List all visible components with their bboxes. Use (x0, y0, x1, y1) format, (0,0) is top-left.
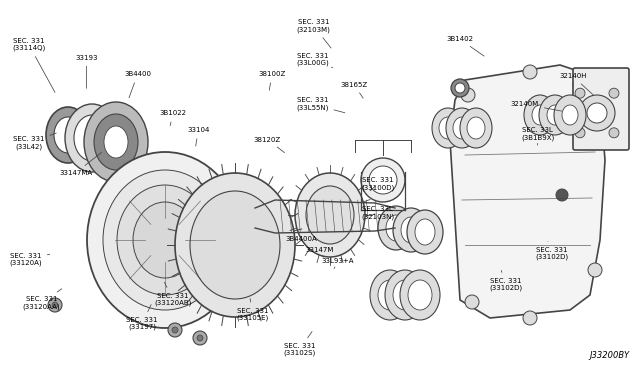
Ellipse shape (117, 185, 213, 295)
Text: 33147M: 33147M (306, 247, 334, 257)
Text: J33200BY: J33200BY (590, 351, 630, 360)
Text: SEC. 331
(33114Q): SEC. 331 (33114Q) (12, 38, 55, 92)
Text: 32140H: 32140H (559, 73, 593, 95)
Text: 3B4400A: 3B4400A (285, 236, 317, 250)
Text: SEC. 331
(33L00G): SEC. 331 (33L00G) (296, 53, 333, 68)
Ellipse shape (400, 270, 440, 320)
Ellipse shape (295, 173, 365, 257)
Text: SEC. 331
(33197): SEC. 331 (33197) (126, 305, 158, 330)
Ellipse shape (401, 217, 421, 243)
Text: SEC. 331
(33120AA): SEC. 331 (33120AA) (23, 289, 61, 310)
Ellipse shape (87, 152, 243, 328)
Ellipse shape (94, 114, 138, 170)
Circle shape (575, 88, 585, 98)
Circle shape (588, 263, 602, 277)
Ellipse shape (84, 102, 148, 182)
Ellipse shape (175, 173, 295, 317)
Ellipse shape (532, 105, 548, 125)
Ellipse shape (190, 191, 280, 299)
Ellipse shape (393, 280, 417, 310)
Text: SEC. 33L
(3B1B9X): SEC. 33L (3B1B9X) (521, 127, 554, 145)
Ellipse shape (439, 117, 457, 139)
Text: 3B4400: 3B4400 (124, 71, 151, 98)
Ellipse shape (562, 105, 578, 125)
Text: 33104: 33104 (188, 127, 209, 146)
Text: SEC. 331
(33100D): SEC. 331 (33100D) (361, 177, 394, 191)
FancyBboxPatch shape (573, 68, 629, 150)
Text: 38100Z: 38100Z (259, 71, 285, 90)
Circle shape (579, 95, 615, 131)
Circle shape (52, 302, 58, 308)
Ellipse shape (446, 108, 478, 148)
Circle shape (587, 103, 607, 123)
Ellipse shape (103, 170, 227, 310)
Ellipse shape (386, 215, 406, 241)
Circle shape (523, 65, 537, 79)
Text: SEC. 331
(33102D): SEC. 331 (33102D) (489, 270, 522, 291)
Text: 33147MA: 33147MA (59, 153, 102, 176)
Ellipse shape (133, 202, 197, 278)
Circle shape (455, 83, 465, 93)
Text: 33193: 33193 (75, 55, 98, 89)
Circle shape (556, 189, 568, 201)
Circle shape (465, 295, 479, 309)
Ellipse shape (547, 105, 563, 125)
Ellipse shape (104, 126, 128, 158)
Text: SEC. 331
(33L55N): SEC. 331 (33L55N) (296, 97, 345, 113)
Circle shape (609, 128, 619, 138)
Ellipse shape (74, 115, 110, 161)
Ellipse shape (539, 95, 571, 135)
Ellipse shape (432, 108, 464, 148)
Ellipse shape (306, 186, 354, 244)
Text: SEC. 331
(33L42): SEC. 331 (33L42) (13, 133, 56, 150)
Ellipse shape (378, 206, 414, 250)
Ellipse shape (393, 208, 429, 252)
Text: 38165Z: 38165Z (340, 82, 367, 98)
Circle shape (575, 128, 585, 138)
Text: SEC. 331
(33102S): SEC. 331 (33102S) (284, 331, 316, 356)
Polygon shape (450, 65, 605, 318)
Ellipse shape (385, 270, 425, 320)
Text: SEC. 331
(33102D): SEC. 331 (33102D) (535, 241, 568, 260)
Text: SEC. 331
(32103M): SEC. 331 (32103M) (297, 19, 331, 48)
Circle shape (609, 88, 619, 98)
Text: SEC. 331
(33105E): SEC. 331 (33105E) (237, 298, 269, 321)
Text: 33L93+A: 33L93+A (322, 258, 354, 269)
Ellipse shape (467, 117, 485, 139)
Circle shape (197, 335, 203, 341)
Text: SEC. 331
(33120AB): SEC. 331 (33120AB) (154, 282, 191, 306)
Circle shape (451, 79, 469, 97)
Circle shape (369, 166, 397, 194)
Ellipse shape (46, 107, 90, 163)
Circle shape (523, 311, 537, 325)
Circle shape (361, 158, 405, 202)
Text: 3B1022: 3B1022 (159, 110, 186, 126)
Ellipse shape (408, 280, 432, 310)
Text: 38120Z: 38120Z (254, 137, 285, 153)
Circle shape (461, 88, 475, 102)
Circle shape (573, 78, 587, 92)
Circle shape (48, 298, 62, 312)
Ellipse shape (54, 117, 82, 153)
Text: 32140M: 32140M (511, 101, 562, 111)
Text: 3B1402: 3B1402 (446, 36, 484, 56)
Ellipse shape (378, 280, 402, 310)
Ellipse shape (370, 270, 410, 320)
Text: SEC. 33L
(32103N): SEC. 33L (32103N) (361, 206, 394, 219)
Ellipse shape (415, 219, 435, 245)
Circle shape (172, 327, 178, 333)
Ellipse shape (453, 117, 471, 139)
Circle shape (193, 331, 207, 345)
Ellipse shape (524, 95, 556, 135)
Ellipse shape (554, 95, 586, 135)
Ellipse shape (65, 104, 119, 172)
Circle shape (168, 323, 182, 337)
Ellipse shape (460, 108, 492, 148)
Text: SEC. 331
(33120A): SEC. 331 (33120A) (10, 253, 50, 266)
Ellipse shape (407, 210, 443, 254)
